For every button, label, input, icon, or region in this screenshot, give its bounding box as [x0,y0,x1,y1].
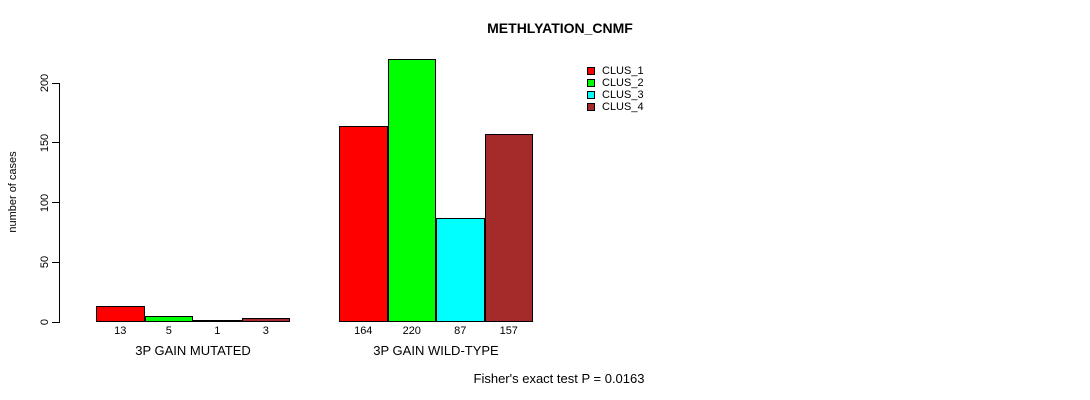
y-axis-label: number of cases [7,151,19,233]
legend-row: CLUS_4 [587,101,644,113]
bar-clus_3 [193,320,242,322]
y-tick-mark [52,142,59,144]
bar-clus_3 [436,218,485,322]
legend: CLUS_1 CLUS_2 CLUS_3 CLUS_4 [587,65,644,113]
y-tick-label: 150 [39,133,51,152]
x-group-label: 3P GAIN MUTATED [135,343,251,358]
legend-label: CLUS_3 [602,89,644,101]
y-tick-mark [52,82,59,84]
bar-value-label: 5 [165,325,172,337]
legend-swatch-icon [587,67,595,75]
bar-value-label: 3 [262,325,269,337]
bar-value-label: 220 [402,325,421,337]
bar-clus_1 [339,126,388,322]
bar-value-label: 1 [214,325,221,337]
y-tick-mark [52,321,59,323]
legend-swatch-icon [587,91,595,99]
bar-clus_4 [241,318,290,322]
y-tick-mark [52,202,59,203]
bar-value-label: 157 [499,325,518,337]
bar-value-label: 13 [114,325,127,337]
fisher-exact-test-note: Fisher's exact test P = 0.0163 [473,371,645,386]
bar-clus_2 [144,316,193,322]
x-group-label: 3P GAIN WILD-TYPE [373,343,499,358]
legend-row: CLUS_2 [587,77,644,89]
bar-value-label: 87 [454,325,467,337]
y-tick-label: 50 [39,256,51,269]
legend-label: CLUS_2 [602,77,644,89]
bar-clus_2 [387,59,436,322]
y-tick-label: 200 [39,73,51,93]
y-tick-label: 100 [39,193,51,212]
legend-swatch-icon [587,79,595,87]
bar-value-label: 164 [354,325,373,337]
y-tick-mark [52,261,59,263]
y-tick-label: 0 [39,318,51,326]
bar-clus_1 [96,306,145,322]
bar-clus_4 [484,134,533,322]
legend-label: CLUS_1 [602,65,644,77]
chart-title: METHLYATION_CNMF [487,20,633,36]
legend-row: CLUS_1 [587,65,644,77]
legend-row: CLUS_3 [587,89,644,101]
legend-swatch-icon [587,103,595,111]
legend-label: CLUS_4 [602,101,644,113]
y-axis-line [59,83,60,323]
